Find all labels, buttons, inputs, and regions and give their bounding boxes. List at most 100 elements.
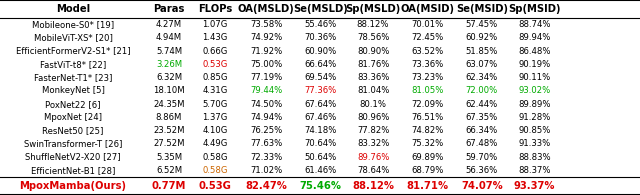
Text: 74.50%: 74.50% — [250, 100, 282, 109]
Text: 0.53G: 0.53G — [198, 181, 232, 191]
Text: 27.52M: 27.52M — [153, 139, 185, 148]
Text: 77.82%: 77.82% — [357, 126, 389, 135]
Text: 81.04%: 81.04% — [357, 86, 389, 95]
Text: 6.32M: 6.32M — [156, 73, 182, 82]
Text: PoxNet22 [6]: PoxNet22 [6] — [45, 100, 100, 109]
Text: 80.90%: 80.90% — [357, 47, 389, 56]
Text: 0.77M: 0.77M — [152, 181, 186, 191]
Text: 73.58%: 73.58% — [250, 20, 282, 29]
Text: 62.44%: 62.44% — [466, 100, 498, 109]
Text: OA(MSID): OA(MSID) — [401, 4, 454, 14]
Text: 89.76%: 89.76% — [357, 153, 389, 162]
Text: 73.23%: 73.23% — [412, 73, 444, 82]
Text: 0.53G: 0.53G — [202, 60, 228, 69]
Text: 63.07%: 63.07% — [466, 60, 498, 69]
Text: 81.71%: 81.71% — [406, 181, 449, 191]
Text: 0.58G: 0.58G — [202, 153, 228, 162]
Text: 6.52M: 6.52M — [156, 166, 182, 175]
Text: MonkeyNet [5]: MonkeyNet [5] — [42, 86, 104, 95]
Text: 60.90%: 60.90% — [305, 47, 337, 56]
Text: 69.89%: 69.89% — [412, 153, 444, 162]
Text: 5.74M: 5.74M — [156, 47, 182, 56]
Text: 67.35%: 67.35% — [466, 113, 498, 122]
Text: 83.36%: 83.36% — [357, 73, 389, 82]
Text: 76.25%: 76.25% — [250, 126, 282, 135]
Text: FastViT-t8* [22]: FastViT-t8* [22] — [40, 60, 106, 69]
Text: 69.54%: 69.54% — [305, 73, 337, 82]
Text: 74.92%: 74.92% — [250, 33, 282, 42]
Text: 61.46%: 61.46% — [305, 166, 337, 175]
Text: 1.37G: 1.37G — [202, 113, 228, 122]
Text: 1.07G: 1.07G — [202, 20, 228, 29]
Text: 8.86M: 8.86M — [156, 113, 182, 122]
Text: 0.58G: 0.58G — [202, 166, 228, 175]
Text: 74.94%: 74.94% — [250, 113, 282, 122]
Text: 71.92%: 71.92% — [250, 47, 282, 56]
Text: 72.33%: 72.33% — [250, 153, 282, 162]
Text: 81.05%: 81.05% — [412, 86, 444, 95]
Text: 68.79%: 68.79% — [412, 166, 444, 175]
Text: Model: Model — [56, 4, 90, 14]
Text: 74.18%: 74.18% — [305, 126, 337, 135]
Text: 89.94%: 89.94% — [518, 33, 550, 42]
Text: OA(MSLD): OA(MSLD) — [238, 4, 294, 14]
Text: 88.12%: 88.12% — [357, 20, 389, 29]
Text: 88.74%: 88.74% — [518, 20, 550, 29]
Text: 18.10M: 18.10M — [153, 86, 185, 95]
Text: 93.02%: 93.02% — [518, 86, 550, 95]
Text: 63.52%: 63.52% — [412, 47, 444, 56]
Text: 66.64%: 66.64% — [305, 60, 337, 69]
Text: 72.00%: 72.00% — [466, 86, 498, 95]
Text: 80.96%: 80.96% — [357, 113, 389, 122]
Text: 4.49G: 4.49G — [202, 139, 228, 148]
Text: 67.64%: 67.64% — [305, 100, 337, 109]
Text: 90.85%: 90.85% — [518, 126, 550, 135]
Text: ResNet50 [25]: ResNet50 [25] — [42, 126, 104, 135]
Text: 90.11%: 90.11% — [518, 73, 550, 82]
Text: 88.37%: 88.37% — [518, 166, 550, 175]
Text: 93.37%: 93.37% — [514, 181, 555, 191]
Text: 89.89%: 89.89% — [518, 100, 550, 109]
Text: 77.19%: 77.19% — [250, 73, 282, 82]
Text: 0.85G: 0.85G — [202, 73, 228, 82]
Text: 62.34%: 62.34% — [466, 73, 498, 82]
Text: MobileViT-XS* [20]: MobileViT-XS* [20] — [33, 33, 113, 42]
Text: 60.92%: 60.92% — [466, 33, 498, 42]
Text: 66.34%: 66.34% — [466, 126, 498, 135]
Text: 23.52M: 23.52M — [153, 126, 185, 135]
Text: EfficientFormerV2-S1* [21]: EfficientFormerV2-S1* [21] — [15, 47, 131, 56]
Text: 67.46%: 67.46% — [305, 113, 337, 122]
Text: 4.10G: 4.10G — [202, 126, 228, 135]
Text: MpoxNet [24]: MpoxNet [24] — [44, 113, 102, 122]
Text: 51.85%: 51.85% — [466, 47, 498, 56]
Text: 75.00%: 75.00% — [250, 60, 282, 69]
Text: 77.36%: 77.36% — [305, 86, 337, 95]
Text: 73.36%: 73.36% — [412, 60, 444, 69]
Text: 75.32%: 75.32% — [412, 139, 444, 148]
Text: EfficientNet-B1 [28]: EfficientNet-B1 [28] — [31, 166, 115, 175]
Text: 70.01%: 70.01% — [412, 20, 444, 29]
Text: 81.76%: 81.76% — [357, 60, 389, 69]
Text: 83.32%: 83.32% — [357, 139, 389, 148]
Text: 74.82%: 74.82% — [412, 126, 444, 135]
Text: 91.28%: 91.28% — [518, 113, 550, 122]
Text: 77.63%: 77.63% — [250, 139, 282, 148]
Text: FasterNet-T1* [23]: FasterNet-T1* [23] — [34, 73, 112, 82]
Text: 59.70%: 59.70% — [466, 153, 498, 162]
Text: Paras: Paras — [153, 4, 185, 14]
Text: SwinTransformer-T [26]: SwinTransformer-T [26] — [24, 139, 122, 148]
Text: 72.45%: 72.45% — [412, 33, 444, 42]
Text: 88.12%: 88.12% — [352, 181, 394, 191]
Text: 76.51%: 76.51% — [412, 113, 444, 122]
Text: Sp(MSID): Sp(MSID) — [508, 4, 561, 14]
Text: 56.36%: 56.36% — [466, 166, 498, 175]
Text: 24.35M: 24.35M — [153, 100, 185, 109]
Text: 50.64%: 50.64% — [305, 153, 337, 162]
Text: 80.1%: 80.1% — [360, 100, 387, 109]
Text: Se(MSID): Se(MSID) — [456, 4, 508, 14]
Text: 70.64%: 70.64% — [305, 139, 337, 148]
Text: 0.66G: 0.66G — [202, 47, 228, 56]
Text: 82.47%: 82.47% — [245, 181, 287, 191]
Text: 79.44%: 79.44% — [250, 86, 282, 95]
Text: 75.46%: 75.46% — [300, 181, 342, 191]
